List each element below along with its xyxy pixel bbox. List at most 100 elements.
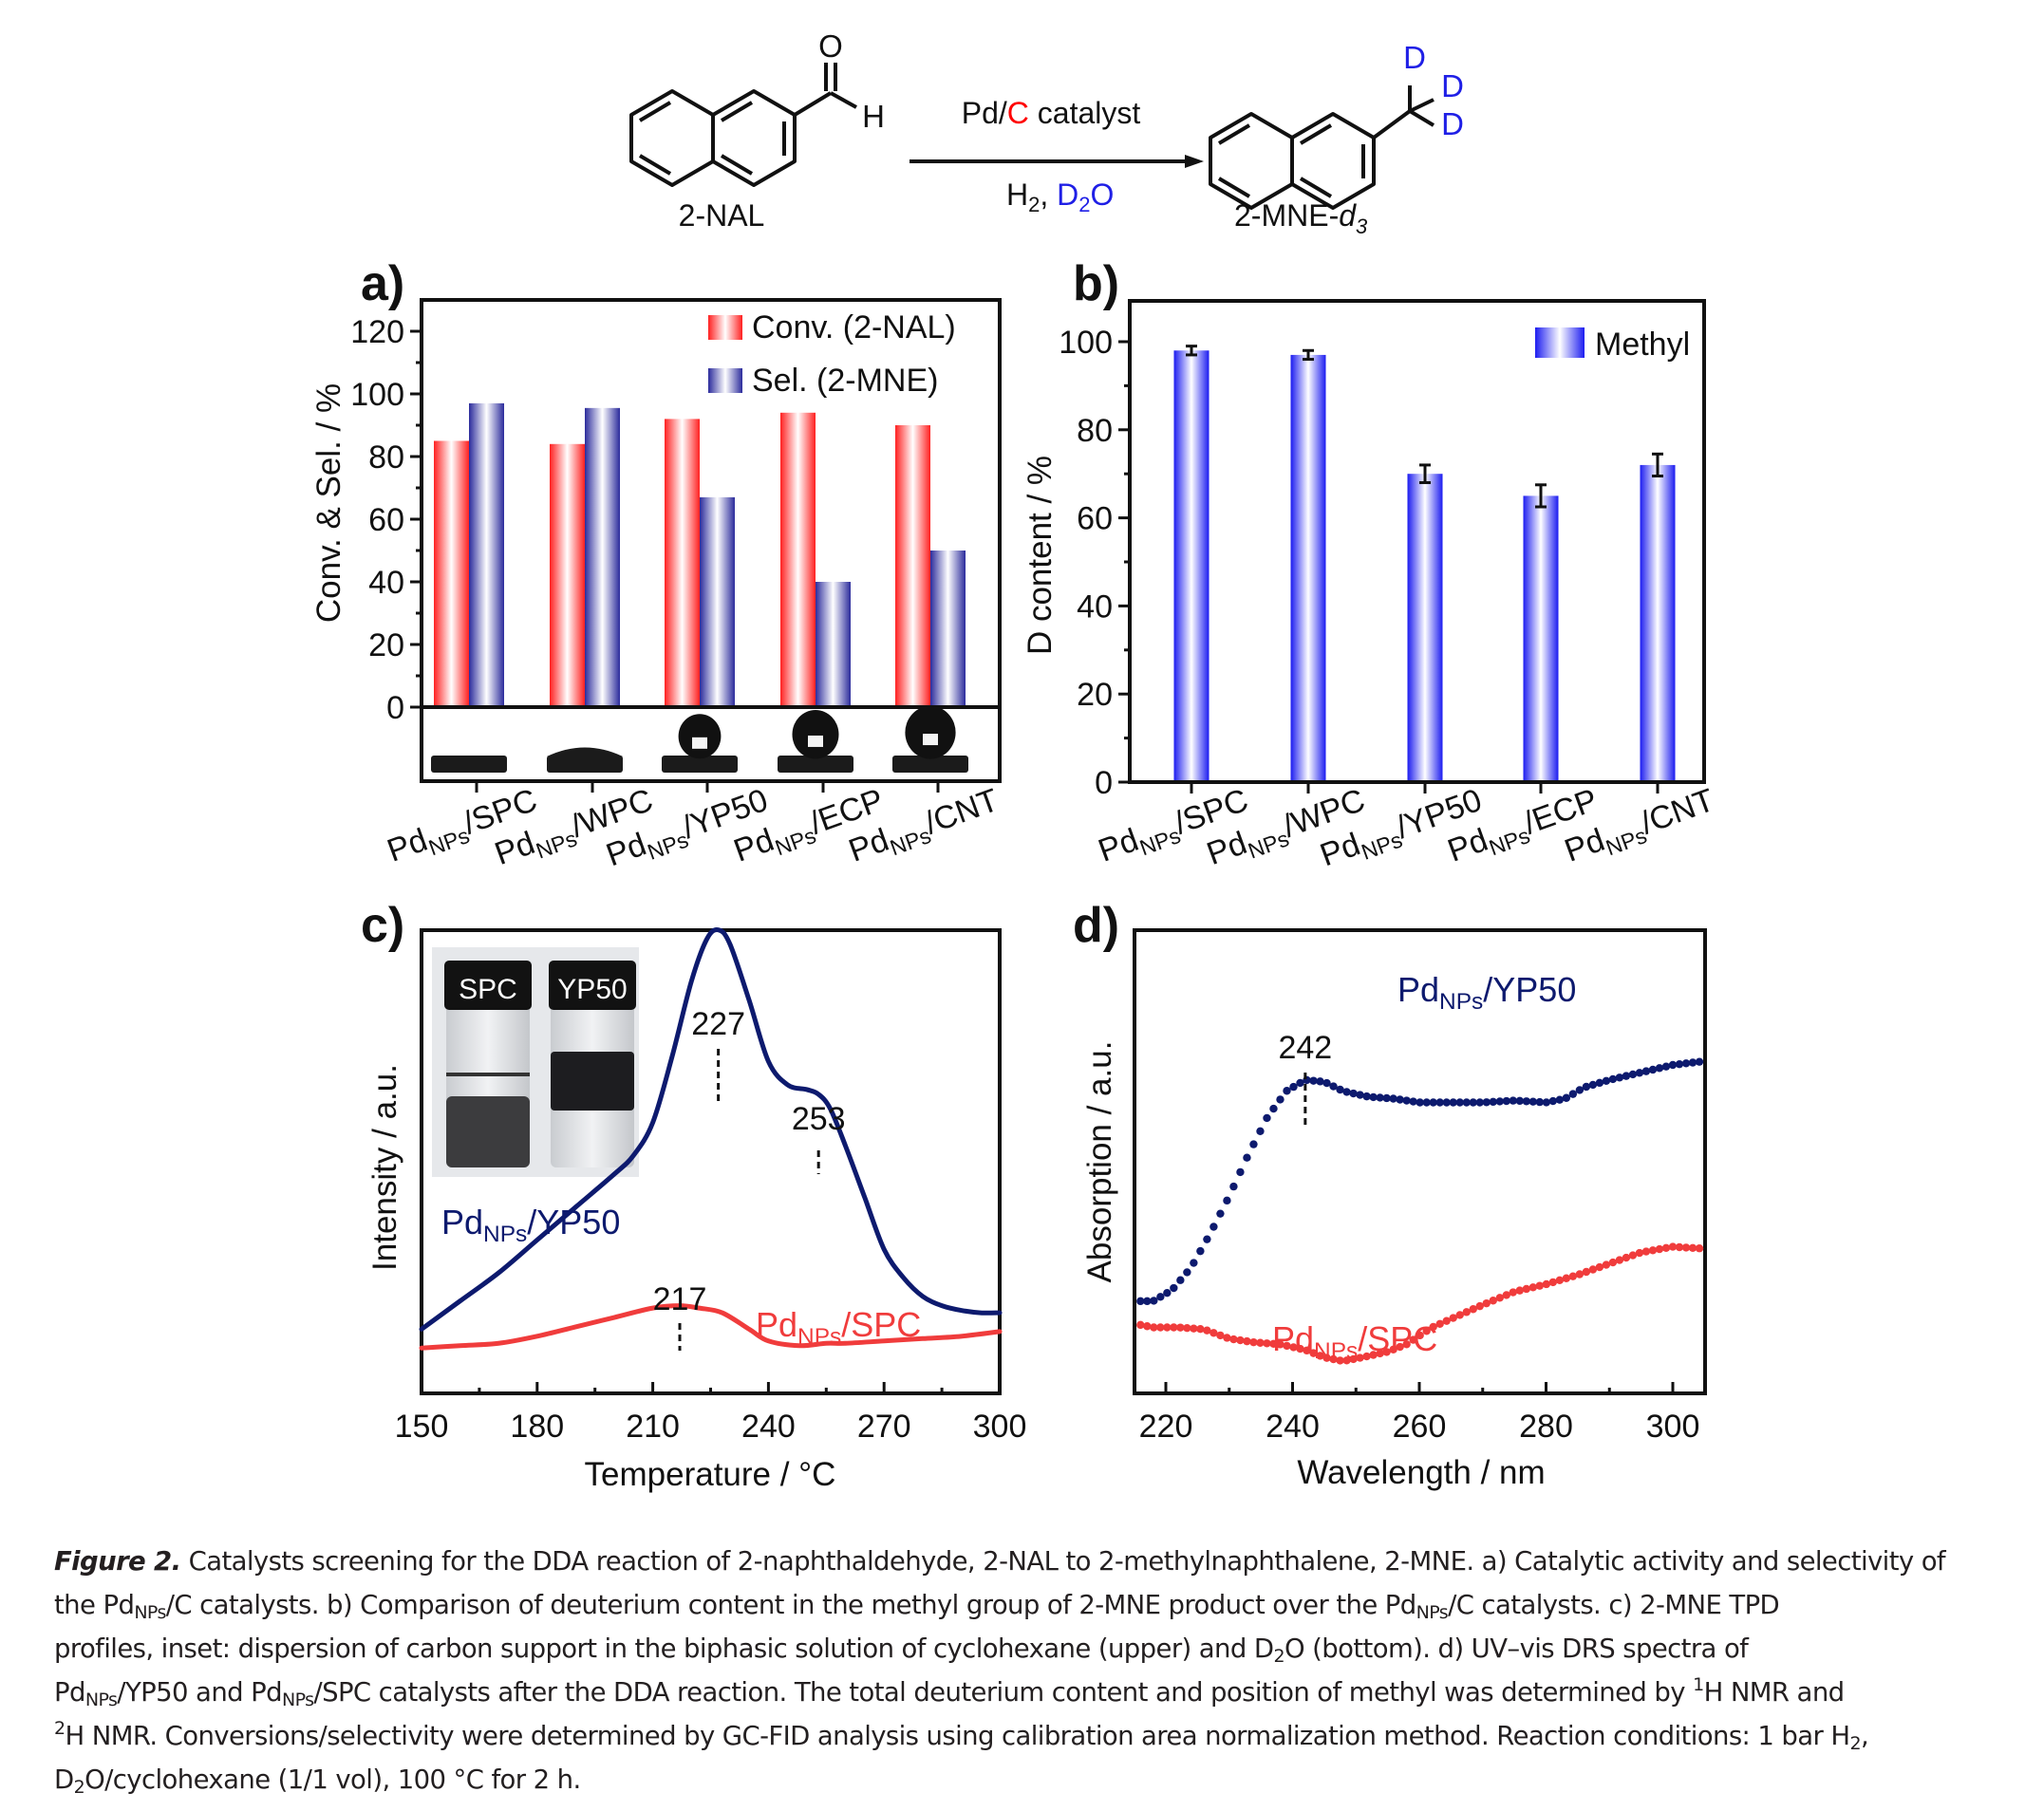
label-main: Pd: [1316, 826, 1365, 873]
data-point: [1635, 1248, 1644, 1258]
caption-line-5: 2H NMR. Conversions/selectivity were det…: [54, 1718, 1869, 1754]
panel-c-x-label: Temperature / °C: [585, 1456, 836, 1493]
x-tick-label: 270: [857, 1409, 911, 1445]
data-point: [1143, 1297, 1152, 1306]
data-point: [1555, 1276, 1565, 1285]
data-point: [1655, 1064, 1664, 1073]
data-point: [1409, 1335, 1417, 1344]
data-point: [1648, 1246, 1658, 1255]
data-point: [1329, 1354, 1338, 1364]
vial-dark-phase: [551, 1052, 634, 1111]
data-point: [1608, 1074, 1618, 1084]
label-support: /YP50: [527, 1203, 620, 1242]
data-point: [1528, 1097, 1538, 1106]
data-point: [1156, 1293, 1165, 1301]
data-point: [1163, 1288, 1172, 1298]
panel-a-frame: [420, 298, 1002, 783]
droplet: [678, 714, 722, 759]
data-point: [1641, 1067, 1651, 1075]
label-main: Pd: [383, 822, 432, 869]
data-point: [1176, 1276, 1185, 1284]
reactant-label: 2-NAL: [679, 198, 765, 233]
bar-methyl-2: [1407, 474, 1443, 782]
droplet-highlight: [692, 737, 707, 749]
data-point: [1575, 1086, 1585, 1094]
data-point: [1575, 1270, 1585, 1279]
data-point: [1369, 1351, 1378, 1359]
data-point: [1522, 1097, 1531, 1106]
y-tick-label: 120: [350, 314, 404, 350]
label-subscript: NPs: [1439, 989, 1483, 1015]
data-point: [1509, 1288, 1517, 1297]
panel-a-bars: [434, 402, 966, 707]
data-point: [1283, 1087, 1291, 1095]
caption-line-6: D2O/cyclohexane (1/1 vol), 100 °C for 2 …: [54, 1764, 581, 1798]
data-point: [1223, 1334, 1231, 1342]
data-point: [1475, 1098, 1484, 1107]
data-point: [1276, 1095, 1285, 1104]
data-point: [1342, 1088, 1351, 1096]
product-structure: [1209, 85, 1435, 210]
data-point: [1595, 1078, 1604, 1088]
catalyst-label: Pd/C catalyst: [962, 96, 1141, 130]
data-point: [1210, 1329, 1218, 1337]
bar-conversion-0: [434, 440, 469, 707]
y-tick-label: 0: [1095, 765, 1113, 801]
bar-selectivity-2: [700, 496, 735, 707]
vial-label: SPC: [459, 974, 517, 1005]
panel-b-frame: [1128, 299, 1706, 784]
data-point: [1309, 1349, 1318, 1357]
data-point: [1223, 1196, 1231, 1205]
data-point: [1183, 1323, 1191, 1333]
x-tick-label: 180: [510, 1409, 564, 1445]
data-point: [1382, 1093, 1391, 1103]
data-point: [1190, 1259, 1198, 1267]
data-point: [1356, 1354, 1364, 1362]
series-label-yp50: PdNPs/YP50: [1397, 970, 1576, 1015]
label-main: Pd: [1560, 822, 1609, 869]
panel-a-x-axis: PdNPs/SPCPdNPs/WPCPdNPs/YP50PdNPs/ECPPdN…: [383, 781, 1003, 873]
oxygen-atom: O: [818, 28, 843, 64]
peak-label: 253: [792, 1101, 846, 1137]
data-point: [1402, 1340, 1411, 1349]
data-point: [1210, 1223, 1218, 1231]
data-point: [1289, 1343, 1298, 1352]
deuterium-atom-2: D: [1441, 68, 1464, 103]
data-point: [1455, 1311, 1464, 1319]
panel-label-d: d): [1073, 898, 1119, 953]
data-point: [1635, 1069, 1644, 1077]
vial-dark-phase: [446, 1096, 530, 1167]
droplet: [547, 747, 623, 756]
data-point: [1582, 1082, 1591, 1092]
data-point: [1216, 1209, 1225, 1218]
panel-d-y-label: Absorption / a.u.: [1081, 1041, 1118, 1283]
data-point: [1190, 1324, 1198, 1333]
x-tick-label: 220: [1139, 1409, 1193, 1445]
data-point: [1376, 1349, 1384, 1358]
data-point: [1595, 1262, 1604, 1272]
bar-selectivity-3: [816, 582, 851, 707]
data-point: [1396, 1342, 1404, 1352]
data-point: [1362, 1092, 1371, 1101]
panel-label-c: c): [361, 898, 404, 953]
data-point: [1509, 1096, 1517, 1105]
data-point: [1462, 1308, 1471, 1316]
x-tick-label: 260: [1393, 1409, 1447, 1445]
data-point: [1522, 1284, 1531, 1294]
data-point: [1668, 1242, 1678, 1251]
data-point: [1622, 1072, 1631, 1080]
data-point: [1442, 1316, 1451, 1325]
y-tick-label: 100: [1059, 325, 1113, 361]
x-tick-label: 300: [973, 1409, 1027, 1445]
data-point: [1183, 1268, 1191, 1277]
y-tick-label: 60: [1077, 501, 1113, 537]
data-point: [1336, 1356, 1344, 1365]
label-main: Pd: [490, 825, 539, 872]
data-point: [1196, 1325, 1205, 1334]
legend-swatch: [1535, 327, 1585, 358]
droplet-substrate: [662, 756, 738, 773]
data-point: [1243, 1153, 1251, 1162]
droplet-substrate: [431, 756, 507, 773]
legend-label: Conv. (2-NAL): [752, 309, 956, 345]
data-point: [1695, 1244, 1704, 1253]
